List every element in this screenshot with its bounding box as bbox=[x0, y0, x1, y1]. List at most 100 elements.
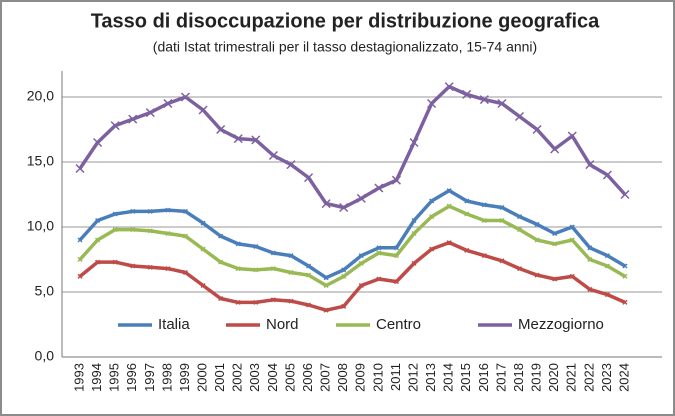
x-tick-label: 1996 bbox=[124, 363, 139, 392]
point-marker bbox=[411, 217, 417, 224]
point-marker bbox=[270, 266, 276, 272]
x-tick-label: 2016 bbox=[476, 363, 491, 392]
x-tick-label: 2005 bbox=[282, 363, 297, 392]
x-tick-label: 2011 bbox=[388, 363, 403, 391]
point-marker bbox=[95, 259, 101, 265]
point-marker bbox=[235, 299, 241, 305]
point-marker bbox=[145, 108, 155, 118]
point-marker bbox=[216, 124, 226, 135]
point-marker bbox=[429, 214, 435, 220]
point-marker bbox=[602, 170, 612, 180]
point-marker bbox=[147, 264, 153, 270]
point-marker bbox=[356, 193, 366, 203]
point-marker bbox=[464, 198, 470, 204]
point-marker bbox=[341, 267, 347, 273]
point-marker bbox=[587, 256, 593, 263]
point-marker bbox=[516, 266, 523, 272]
point-marker bbox=[218, 259, 224, 265]
point-marker bbox=[481, 202, 487, 208]
x-tick-label: 2013 bbox=[423, 363, 438, 392]
point-marker bbox=[147, 228, 153, 234]
point-marker bbox=[288, 269, 294, 276]
x-tick-label: 1995 bbox=[107, 363, 122, 392]
point-marker bbox=[532, 124, 542, 135]
point-marker bbox=[587, 286, 593, 292]
x-tick-label: 2008 bbox=[335, 363, 350, 392]
point-marker bbox=[499, 217, 505, 224]
point-marker bbox=[198, 105, 208, 115]
point-marker bbox=[534, 221, 540, 227]
x-tick-label: 1998 bbox=[159, 363, 174, 392]
x-tick-label: 2024 bbox=[616, 363, 631, 392]
point-marker bbox=[306, 272, 312, 278]
point-marker bbox=[253, 243, 259, 250]
point-marker bbox=[587, 245, 593, 251]
x-tick-label: 1997 bbox=[142, 363, 157, 392]
point-marker bbox=[393, 245, 399, 251]
point-marker bbox=[376, 276, 382, 282]
point-marker bbox=[409, 137, 419, 148]
series-line bbox=[78, 204, 626, 288]
point-marker bbox=[516, 227, 523, 233]
x-tick-label: 2023 bbox=[599, 363, 614, 392]
series-line bbox=[78, 188, 626, 280]
point-marker bbox=[516, 214, 523, 220]
point-marker bbox=[218, 295, 224, 302]
point-marker bbox=[358, 282, 364, 289]
point-marker bbox=[163, 98, 173, 109]
point-marker bbox=[130, 227, 136, 233]
x-tick-label: 2004 bbox=[265, 363, 280, 392]
legend-label: Nord bbox=[266, 316, 299, 333]
x-tick-label: 2017 bbox=[493, 363, 508, 392]
point-marker bbox=[270, 250, 276, 256]
point-marker bbox=[235, 241, 241, 247]
point-marker bbox=[604, 253, 610, 259]
point-marker bbox=[552, 230, 558, 237]
point-marker bbox=[481, 217, 487, 224]
x-tick-label: 2002 bbox=[230, 363, 245, 392]
point-marker bbox=[622, 299, 628, 305]
point-marker bbox=[481, 253, 487, 259]
point-marker bbox=[270, 297, 276, 303]
point-marker bbox=[77, 256, 83, 263]
x-tick-label: 2019 bbox=[529, 363, 544, 392]
point-marker bbox=[147, 208, 153, 214]
point-marker bbox=[323, 307, 329, 313]
x-tick-label: 1993 bbox=[71, 363, 86, 392]
x-tick-label: 2003 bbox=[247, 363, 262, 392]
point-marker bbox=[288, 298, 294, 304]
point-marker bbox=[341, 303, 347, 309]
point-marker bbox=[462, 89, 472, 99]
point-marker bbox=[180, 92, 191, 102]
point-marker bbox=[376, 245, 382, 251]
point-marker bbox=[112, 227, 118, 233]
point-marker bbox=[604, 263, 610, 269]
point-marker bbox=[182, 269, 189, 276]
point-marker bbox=[411, 230, 417, 237]
point-marker bbox=[391, 175, 401, 185]
point-marker bbox=[253, 299, 259, 305]
x-tick-label: 2021 bbox=[564, 363, 579, 392]
point-marker bbox=[200, 246, 206, 252]
point-marker bbox=[304, 173, 314, 183]
point-marker bbox=[95, 237, 101, 243]
x-tick-label: 1999 bbox=[177, 363, 192, 392]
point-marker bbox=[429, 246, 435, 252]
point-marker bbox=[429, 198, 435, 204]
point-marker bbox=[323, 275, 329, 281]
point-marker bbox=[288, 253, 294, 259]
point-marker bbox=[112, 259, 118, 265]
point-marker bbox=[464, 211, 470, 217]
point-marker bbox=[358, 260, 364, 266]
x-tick-label: 1994 bbox=[89, 363, 104, 392]
point-marker bbox=[77, 273, 83, 279]
point-marker bbox=[112, 211, 118, 217]
point-marker bbox=[130, 208, 136, 214]
point-marker bbox=[200, 220, 206, 226]
point-marker bbox=[374, 183, 384, 193]
point-marker bbox=[569, 273, 575, 279]
point-marker bbox=[110, 121, 120, 131]
point-marker bbox=[286, 160, 296, 170]
point-marker bbox=[165, 207, 171, 213]
